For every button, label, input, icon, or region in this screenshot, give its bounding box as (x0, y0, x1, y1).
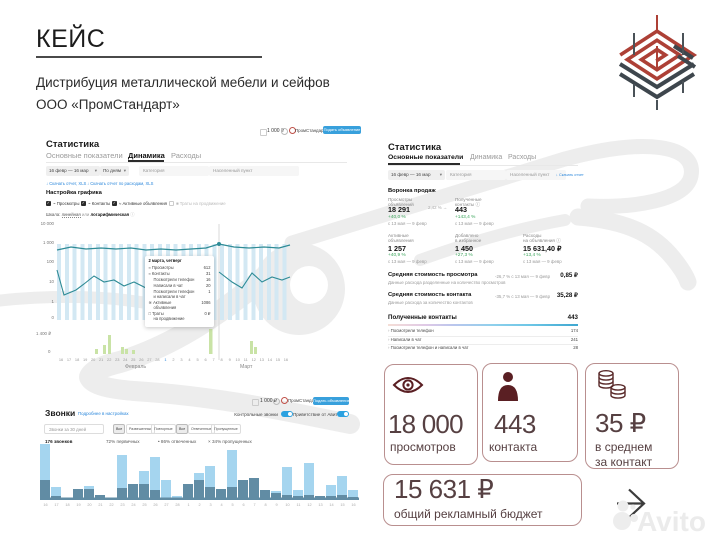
svg-text:Avito: Avito (637, 506, 706, 537)
